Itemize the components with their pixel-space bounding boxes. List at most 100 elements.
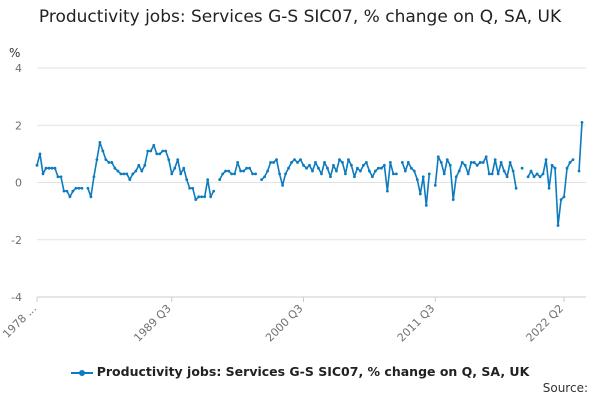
data-point (347, 158, 350, 162)
data-point (326, 166, 329, 170)
data-point (469, 161, 473, 164)
data-point (535, 172, 539, 176)
legend-label: Productivity jobs: Services G-S SIC07, %… (96, 364, 530, 379)
data-point (490, 172, 494, 176)
data-point (164, 149, 168, 153)
data-point (134, 169, 138, 173)
x-tick-label: 2000 Q3 (263, 302, 306, 345)
data-point (275, 158, 278, 162)
data-point (362, 163, 365, 167)
data-point (338, 158, 341, 162)
y-tick-label: 2 (15, 119, 22, 132)
data-point (532, 175, 536, 179)
data-point (179, 172, 183, 176)
y-tick-label: 0 (15, 177, 22, 190)
data-point (571, 158, 575, 162)
data-point (182, 166, 186, 170)
y-tick-label: -2 (11, 234, 22, 247)
data-point (116, 169, 120, 173)
data-point (170, 172, 174, 176)
data-point (487, 172, 491, 176)
legend: Productivity jobs: Services G-S SIC07, %… (0, 364, 600, 379)
data-point (86, 186, 90, 190)
data-point (125, 172, 129, 176)
data-point (556, 224, 560, 227)
data-point (502, 169, 506, 173)
data-point (320, 172, 323, 176)
data-point (323, 161, 326, 164)
data-point (305, 166, 308, 170)
x-tick-label: 2011 Q3 (395, 302, 438, 345)
data-point (460, 161, 464, 164)
data-point (445, 158, 449, 162)
data-point (311, 169, 314, 173)
data-point (547, 186, 551, 190)
data-point (197, 195, 201, 199)
data-point (580, 120, 584, 124)
data-point (185, 178, 189, 182)
data-point (496, 172, 500, 176)
data-point (203, 195, 207, 199)
data-point (74, 186, 78, 190)
data-point (457, 169, 461, 173)
data-point (353, 175, 356, 179)
data-point (107, 161, 111, 164)
data-point (218, 178, 222, 182)
data-point (131, 172, 135, 176)
data-point (475, 163, 479, 167)
data-point (400, 161, 404, 164)
data-point (263, 175, 266, 179)
data-point (299, 158, 302, 162)
x-tick-label: 1989 Q3 (131, 302, 174, 345)
data-point (329, 175, 332, 179)
data-point (89, 195, 93, 199)
data-point (59, 175, 63, 179)
data-point (553, 166, 557, 170)
data-point (341, 161, 344, 164)
data-point (544, 158, 548, 162)
data-point (41, 172, 45, 176)
data-point (128, 178, 132, 182)
data-point (224, 169, 228, 173)
data-point (221, 172, 225, 176)
series-points (35, 120, 584, 227)
data-point (173, 166, 177, 170)
data-point (296, 161, 299, 164)
data-point (424, 204, 428, 207)
data-point (62, 189, 66, 193)
data-point (436, 155, 440, 159)
data-point (293, 158, 296, 162)
data-point (242, 169, 246, 173)
data-point (481, 161, 485, 164)
data-point (281, 183, 284, 187)
data-point (350, 163, 353, 167)
legend-marker (70, 368, 93, 378)
data-point (161, 149, 165, 153)
data-point (158, 152, 162, 156)
data-point (233, 172, 237, 176)
x-tick-label: 1978 ... (0, 302, 39, 341)
data-point (176, 158, 180, 162)
y-axis-ticks: 4 2 0 -2 -4 (11, 62, 22, 304)
data-point (104, 158, 108, 162)
x-tick-label: 2022 Q2 (524, 302, 567, 345)
data-point (421, 175, 425, 179)
data-point (484, 155, 488, 159)
data-point (472, 161, 476, 164)
data-point (406, 161, 410, 164)
data-point (290, 161, 293, 164)
data-point (248, 166, 252, 170)
data-point (260, 178, 263, 182)
data-point (370, 175, 374, 179)
data-point (478, 161, 482, 164)
data-point (448, 163, 452, 167)
data-point (526, 175, 530, 179)
data-point (514, 186, 518, 190)
data-point (308, 163, 311, 167)
data-point (251, 172, 255, 176)
data-point (508, 161, 512, 164)
data-point (92, 175, 96, 179)
data-point (442, 172, 446, 176)
data-point (493, 158, 497, 162)
data-point (314, 161, 317, 164)
